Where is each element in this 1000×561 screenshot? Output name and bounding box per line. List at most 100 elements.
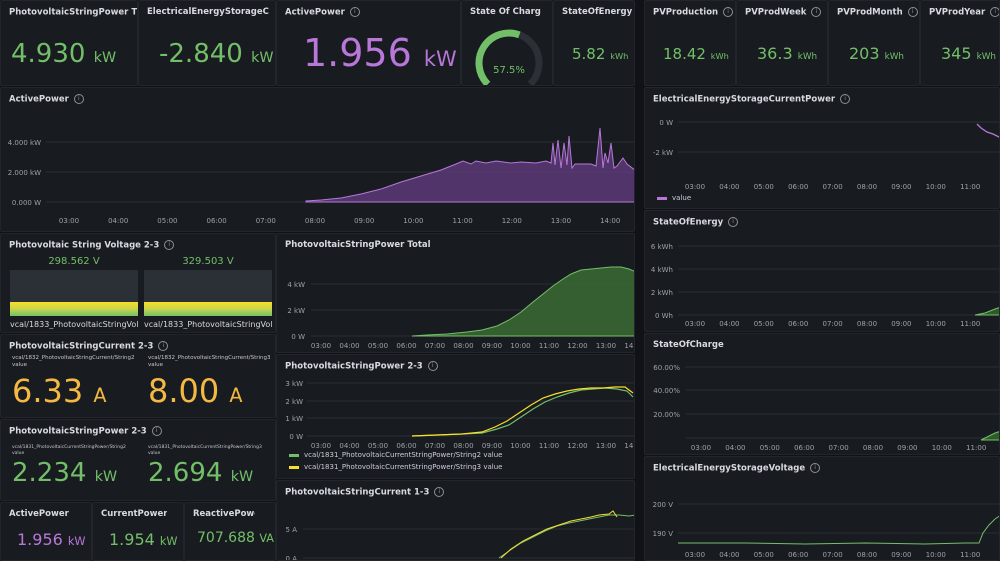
y-tick: 4 kWh — [651, 266, 673, 274]
soc-gauge: 57.5% — [475, 29, 543, 85]
info-icon[interactable]: i — [349, 7, 360, 17]
info-icon[interactable]: i — [73, 94, 84, 104]
y-tick: 190 V — [653, 530, 674, 538]
info-icon[interactable]: i — [907, 7, 918, 17]
soc-graph: 60.00% 40.00% 20.00% 03:00 04:00 05:00 06:0… — [653, 364, 999, 452]
panel-pv-prod-month[interactable]: PVProdMonth i 203 kWh — [828, 0, 920, 86]
panel-current13-chart[interactable]: PhotovoltaicStringCurrent 1-3 i 5 A 0 A — [276, 480, 635, 561]
x-tick: 05:00 — [754, 551, 774, 559]
series-caption: vcal/1831_PhotovoltaicCurrentStringPower… — [12, 445, 126, 456]
y-tick: 5 A — [286, 526, 298, 534]
info-icon[interactable]: i — [810, 463, 821, 473]
legend-item-string3[interactable]: vcal/1831_PhotovoltaicCurrentStringPower… — [289, 463, 502, 471]
x-tick: 10:00 — [403, 217, 423, 225]
gauge-value: 329.503 V — [182, 256, 234, 267]
x-tick: 11:00 — [539, 342, 559, 350]
panel-pv-string-power-total[interactable]: PhotovoltaicStringPower Ti 4.930 kW — [0, 0, 138, 86]
x-tick: 12:00 — [567, 442, 587, 450]
panel-state-of-energy[interactable]: StateOfEnergy 5.82 kWh — [553, 0, 635, 86]
panel-title: ActivePower i — [285, 7, 360, 18]
gauge-fill — [475, 29, 521, 85]
info-icon[interactable]: i — [164, 240, 175, 250]
x-tick: 03:00 — [691, 444, 711, 452]
panel-power23-chart[interactable]: PhotovoltaicStringPower 2-3 i 3 kW 2 kW 1… — [276, 354, 635, 479]
gauge-label: vcal/1833_PhotovoltaicStringVolt... — [10, 320, 138, 329]
info-icon[interactable]: i — [158, 341, 169, 351]
panel-pv-string-current[interactable]: PhotovoltaicStringCurrent 2-3 i vcal/1832… — [0, 334, 276, 418]
panel-title: PhotovoltaicStringPower Total — [285, 240, 431, 250]
info-icon[interactable]: i — [723, 7, 734, 17]
panel-state-of-charge[interactable]: State Of Charg 57.5% — [461, 0, 553, 86]
panel-soe-chart[interactable]: StateOfEnergy i 6 kWh 4 kWh 2 kWh 0 Wh 03… — [644, 210, 1000, 332]
panel-pv-prod-week[interactable]: PVProdWeek i 36.3 kWh — [736, 0, 828, 86]
panel-bottom-current-power[interactable]: CurrentPower 1.954 kW — [92, 502, 184, 561]
x-tick: 06:00 — [794, 444, 814, 452]
panel-pv-prod-year[interactable]: PVProdYear i 345 kWh — [920, 0, 1000, 86]
stat-value: 2.694 kW — [148, 458, 254, 488]
panel-title: ElectricalEnergyStorageVoltage i — [653, 463, 821, 474]
y-tick: 0.000 W — [12, 199, 41, 207]
panel-ees-voltage-chart[interactable]: ElectricalEnergyStorageVoltage i 200 V 19… — [644, 456, 1000, 561]
panel-title: PhotovoltaicStringPower 2-3 i — [9, 426, 162, 437]
stat-value: 4.930 kW — [11, 39, 117, 69]
info-icon[interactable]: i — [811, 7, 822, 17]
x-tick: 06:00 — [396, 342, 416, 350]
legend-swatch — [289, 465, 299, 469]
x-ticks: 03:00 04:00 05:00 06:00 07:00 08:00 09:00 10:00… — [59, 217, 620, 225]
x-tick: 09:00 — [891, 551, 911, 559]
x-tick: 04:00 — [108, 217, 128, 225]
x-tick: 03:00 — [685, 320, 705, 328]
panel-ees-current-power[interactable]: ElectricalEnergyStorageCu -2.840 kW — [138, 0, 276, 86]
y-tick: 3 kW — [285, 380, 303, 388]
panel-title: PhotovoltaicStringCurrent 2-3 i — [9, 341, 169, 352]
panel-pv-production[interactable]: PVProduction i 18.42 kWh — [644, 0, 736, 86]
y-tick: 20.00% — [653, 411, 680, 419]
panel-title: StateOfEnergy — [562, 7, 633, 17]
x-tick: 08:00 — [857, 551, 877, 559]
info-icon[interactable]: i — [728, 217, 739, 227]
stat-value: 1.956 kW — [17, 530, 86, 549]
panel-pv-string-voltage[interactable]: Photovoltaic String Voltage 2-3 i 298.562… — [0, 233, 276, 333]
info-icon[interactable]: i — [427, 361, 438, 371]
panel-active-power[interactable]: ActivePower i 1.956 kW — [276, 0, 461, 86]
x-tick: 09:00 — [891, 183, 911, 191]
panel-bottom-reactive-power[interactable]: ReactivePowe 707.688 VA — [184, 502, 276, 561]
voltage-gauge-1: 298.562 V vcal/1833_PhotovoltaicStringVo… — [10, 256, 138, 329]
panel-title: StateOfEnergy i — [653, 217, 739, 228]
gauge-bar-fill — [144, 302, 272, 316]
legend-item[interactable]: value — [657, 194, 691, 202]
x-ticks: 03:00 04:00 05:00 06:00 07:00 08:00 09:00 10:00… — [311, 442, 634, 450]
series-string2-line — [411, 387, 634, 437]
ees-voltage-graph: 200 V 190 V 03:00 04:00 05:00 06:00 07:00 08:… — [653, 501, 999, 559]
panel-bottom-active-power[interactable]: ActivePower 1.956 kW — [0, 502, 92, 561]
panel-active-power-chart[interactable]: ActivePower i 4.000 kW 2.000 kW 0.000 W 0… — [0, 87, 635, 232]
panel-ees-power-chart[interactable]: ElectricalEnergyStorageCurrentPower i 0 W… — [644, 87, 1000, 209]
x-tick: 04:00 — [339, 442, 359, 450]
current13-graph: 5 A 0 A — [286, 510, 634, 560]
info-icon[interactable]: i — [990, 7, 999, 17]
legend-item-string2[interactable]: vcal/1831_PhotovoltaicCurrentStringPower… — [289, 451, 502, 459]
panel-pv-total-chart[interactable]: PhotovoltaicStringPower Total 4 kW 2 kW … — [276, 233, 635, 353]
panel-pv-string-power-23[interactable]: PhotovoltaicStringPower 2-3 i vcal/1831_P… — [0, 419, 276, 501]
x-tick: 05:00 — [368, 342, 388, 350]
x-tick: 03:00 — [685, 183, 705, 191]
x-tick: 07:00 — [823, 183, 843, 191]
y-tick: 6 kWh — [651, 243, 673, 251]
x-tick: 10:00 — [926, 320, 946, 328]
panel-soc-chart[interactable]: StateOfCharge 60.00% 40.00% 20.00% 03:00… — [644, 333, 1000, 455]
y-tick: 40.00% — [653, 387, 680, 395]
panel-title: PVProduction i — [653, 7, 734, 18]
panel-title: PVProdYear i — [929, 7, 999, 18]
gauge-bar-fill — [10, 302, 138, 316]
panel-title: ElectricalEnergyStorageCu — [147, 7, 269, 17]
y-tick: 2 kW — [287, 307, 305, 315]
y-tick: 2 kWh — [651, 289, 673, 297]
info-icon[interactable]: i — [434, 487, 445, 497]
info-icon[interactable]: i — [151, 426, 162, 436]
stat-value: 2.234 kW — [12, 458, 118, 488]
x-tick: 13:00 — [596, 442, 616, 450]
series-caption: vcal/1831_PhotovoltaicCurrentStringPower… — [148, 445, 262, 456]
gauge-label: vcal/1833_PhotovoltaicStringVolt... — [144, 320, 272, 329]
info-icon[interactable]: i — [840, 94, 851, 104]
x-tick: 12:00 — [502, 217, 522, 225]
